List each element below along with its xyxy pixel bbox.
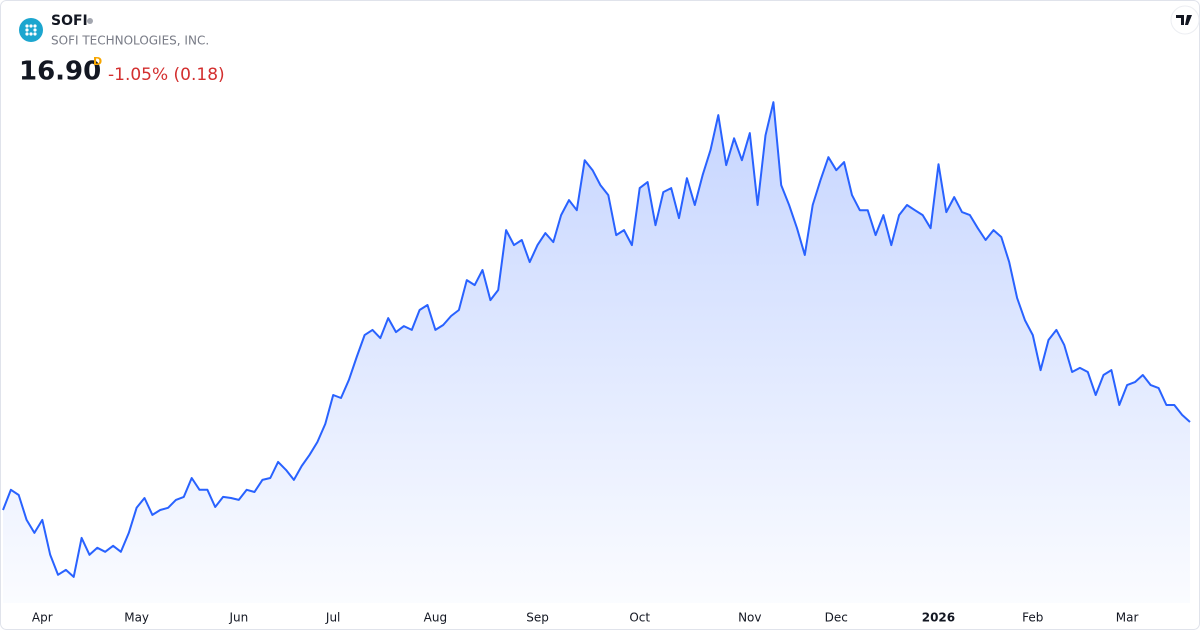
x-tick-label: Sep [526, 611, 549, 625]
tv-logo[interactable] [1176, 15, 1192, 25]
x-tick-label: Mar [1116, 611, 1139, 625]
price-line [2, 101, 1191, 578]
logo-dots [25, 24, 37, 36]
area [3, 102, 1190, 603]
x-tick-label: 2026 [922, 611, 955, 625]
x-tick-label: Aug [424, 611, 447, 625]
x-tick-label: May [124, 611, 149, 625]
x-tick-label: Jun [228, 611, 248, 625]
price-change: -1.05% (0.18) [108, 65, 225, 85]
tv-logo-bg[interactable] [1170, 5, 1200, 35]
price: 16.90 [19, 57, 101, 87]
x-tick-label: Nov [738, 611, 761, 625]
x-tick-label: Oct [629, 611, 650, 625]
plot: Apr May Jun Jul Aug Sep Oct Nov Dec 2026 Feb Mar [2, 101, 1191, 625]
company-name: SOFI TECHNOLOGIES, INC. [51, 34, 209, 48]
x-tick-label: Dec [825, 611, 848, 625]
status-dot [87, 18, 93, 24]
x-tick-label: Feb [1022, 611, 1043, 625]
interval: D [93, 55, 102, 68]
symbol: SOFI [51, 13, 88, 29]
x-tick-label: Apr [32, 611, 53, 625]
x-tick-label: Jul [325, 611, 340, 625]
logo [19, 18, 43, 42]
